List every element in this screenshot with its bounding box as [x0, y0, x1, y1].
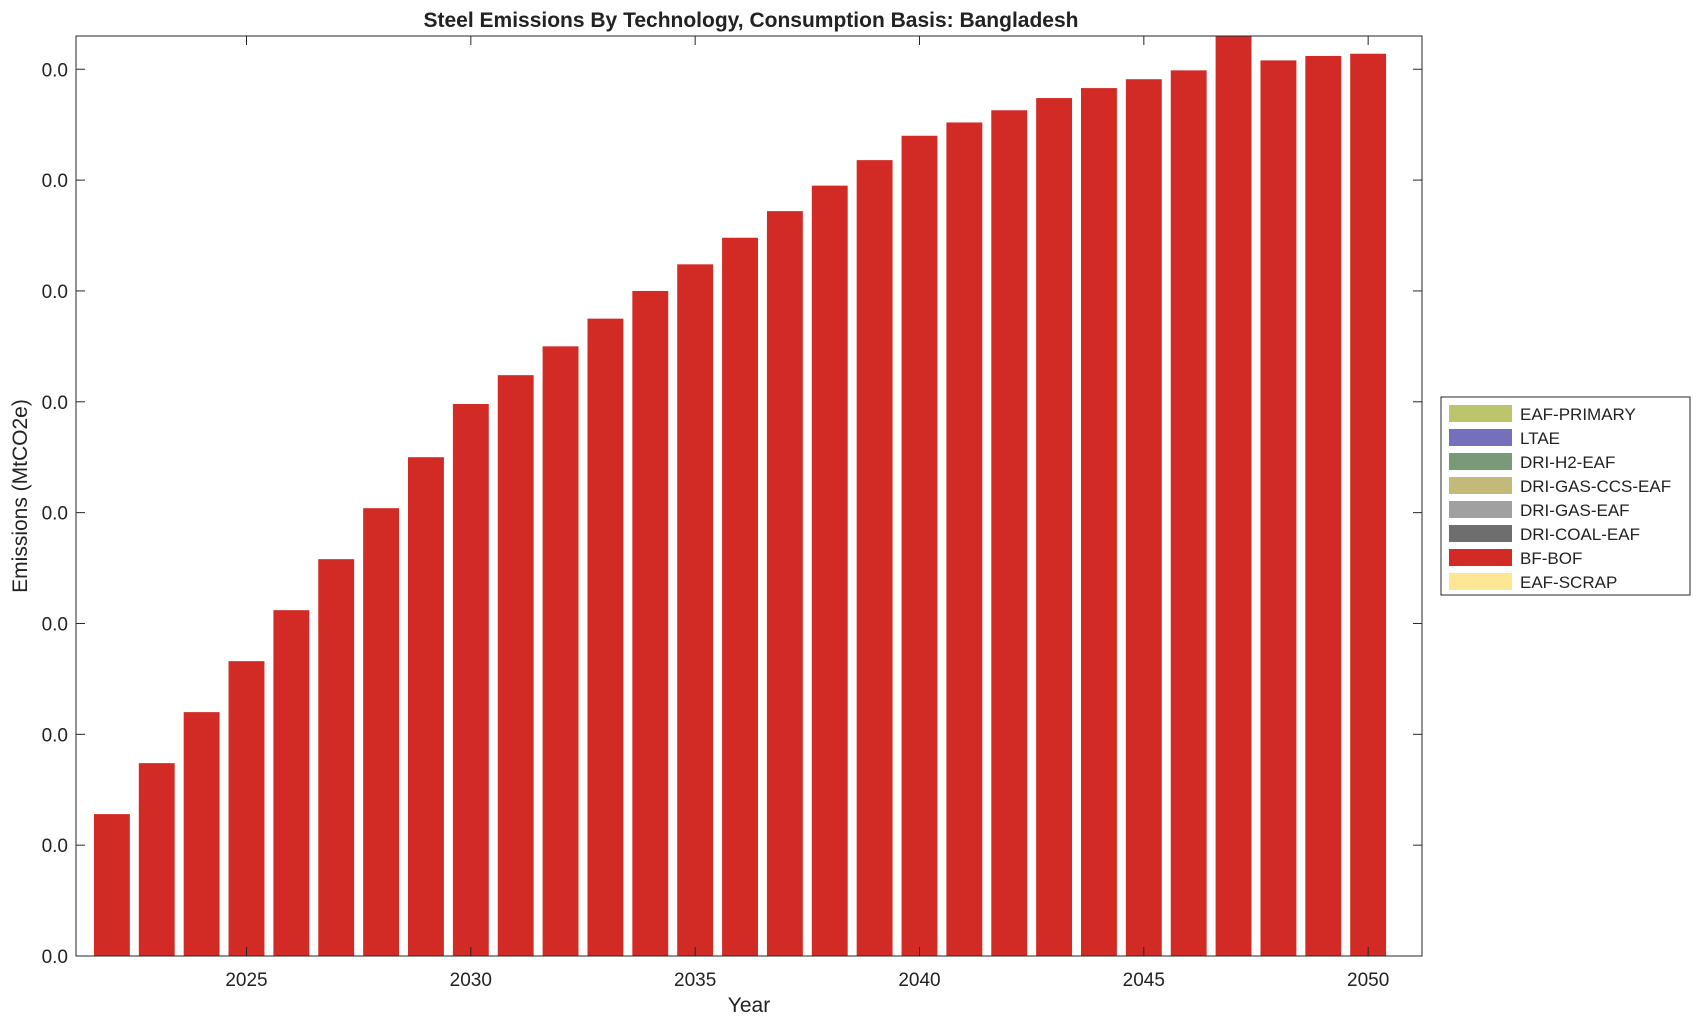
bar-bf-bof-2036	[722, 237, 758, 957]
legend-label-ltae: LTAE	[1520, 429, 1560, 448]
x-tick-label-2030: 2030	[450, 970, 492, 991]
legend-label-dri-h2-eaf: DRI-H2-EAF	[1520, 453, 1615, 472]
bars	[93, 36, 1387, 957]
bar-bf-bof-2050	[1350, 53, 1387, 957]
legend-swatch-eaf-primary	[1449, 405, 1512, 422]
bar-bf-bof-2035	[677, 264, 714, 957]
chart-title: Steel Emissions By Technology, Consumpti…	[423, 9, 1078, 32]
bar-bf-bof-2034	[632, 290, 669, 956]
bar-bf-bof-2044	[1081, 88, 1117, 957]
legend-label-dri-gas-eaf: DRI-GAS-EAF	[1520, 501, 1630, 520]
bar-bf-bof-2047	[1215, 36, 1252, 956]
bar-bf-bof-2049	[1305, 55, 1342, 956]
bar-bf-bof-2026	[273, 610, 310, 956]
x-axis-tick-labels: 2025 2030 2035 2040 2045 2050	[225, 970, 1389, 991]
bar-bf-bof-2023	[138, 763, 175, 956]
bar-bf-bof-2039	[856, 160, 893, 956]
bar-bf-bof-2028	[363, 508, 400, 956]
bar-bf-bof-2024	[183, 712, 220, 956]
bar-bf-bof-2042	[991, 110, 1028, 956]
legend-items: EAF-PRIMARY LTAE DRI-H2-EAF DRI-GAS-CCS-EAF…	[1449, 405, 1671, 592]
bar-bf-bof-2033	[587, 318, 624, 956]
legend-swatch-dri-gas-eaf	[1449, 501, 1512, 518]
y-tick-label-2: 0.0	[42, 725, 68, 746]
bar-bf-bof-2029	[408, 457, 444, 956]
y-tick-label-5: 0.0	[42, 393, 68, 414]
bar-bf-bof-2031	[497, 375, 534, 956]
y-tick-label-0: 0.0	[42, 947, 68, 968]
legend-swatch-bf-bof	[1449, 549, 1512, 566]
legend-swatch-dri-gas-ccs-eaf	[1449, 477, 1512, 494]
y-tick-label-7: 0.0	[42, 171, 68, 192]
x-axis-label: Year	[728, 994, 770, 1017]
y-tick-label-3: 0.0	[42, 614, 68, 635]
legend-label-bf-bof: BF-BOF	[1520, 549, 1582, 568]
plot-area-frame	[75, 35, 1423, 957]
y-tick-label-6: 0.0	[42, 282, 68, 303]
y-tick-label-1: 0.0	[42, 836, 68, 857]
bar-bf-bof-2038	[811, 185, 848, 956]
bar-bf-bof-2041	[946, 122, 983, 956]
legend-label-dri-gas-ccs-eaf: DRI-GAS-CCS-EAF	[1520, 477, 1671, 496]
y-axis-tick-labels: 0.0 0.0 0.0 0.0 0.0 0.0 0.0 0.0 0.0	[42, 60, 68, 968]
legend-label-eaf-scrap: EAF-SCRAP	[1520, 573, 1617, 592]
legend-swatch-ltae	[1449, 429, 1512, 446]
x-tick-label-2045: 2045	[1123, 970, 1165, 991]
y-tick-label-4: 0.0	[42, 504, 68, 525]
bar-bf-bof-2037	[766, 211, 803, 956]
x-tick-label-2025: 2025	[225, 970, 267, 991]
legend-swatch-dri-coal-eaf	[1449, 525, 1512, 542]
legend-label-eaf-primary: EAF-PRIMARY	[1520, 405, 1636, 424]
y-tick-label-8: 0.0	[42, 60, 68, 81]
x-tick-label-2050: 2050	[1347, 970, 1389, 991]
y-axis-label: Emissions (MtCO2e)	[9, 399, 32, 593]
x-tick-label-2040: 2040	[898, 970, 940, 991]
bar-bf-bof-2046	[1170, 70, 1207, 957]
x-tick-label-2035: 2035	[674, 970, 716, 991]
bar-bf-bof-2027	[318, 559, 355, 956]
axis-ticks	[76, 36, 1422, 957]
bar-bf-bof-2045	[1125, 79, 1162, 957]
legend-swatch-eaf-scrap	[1449, 573, 1512, 590]
legend-swatch-dri-h2-eaf	[1449, 453, 1512, 470]
legend: EAF-PRIMARY LTAE DRI-H2-EAF DRI-GAS-CCS-EAF…	[1440, 396, 1691, 596]
bar-bf-bof-2040	[901, 135, 938, 956]
bar-bf-bof-2025	[228, 661, 265, 956]
bar-bf-bof-2043	[1036, 98, 1073, 956]
bar-bf-bof-2032	[542, 346, 579, 956]
bar-bf-bof-2030	[452, 404, 489, 956]
bar-bf-bof-2022	[93, 814, 130, 956]
bar-bf-bof-2048	[1260, 60, 1297, 956]
legend-label-dri-coal-eaf: DRI-COAL-EAF	[1520, 525, 1640, 544]
